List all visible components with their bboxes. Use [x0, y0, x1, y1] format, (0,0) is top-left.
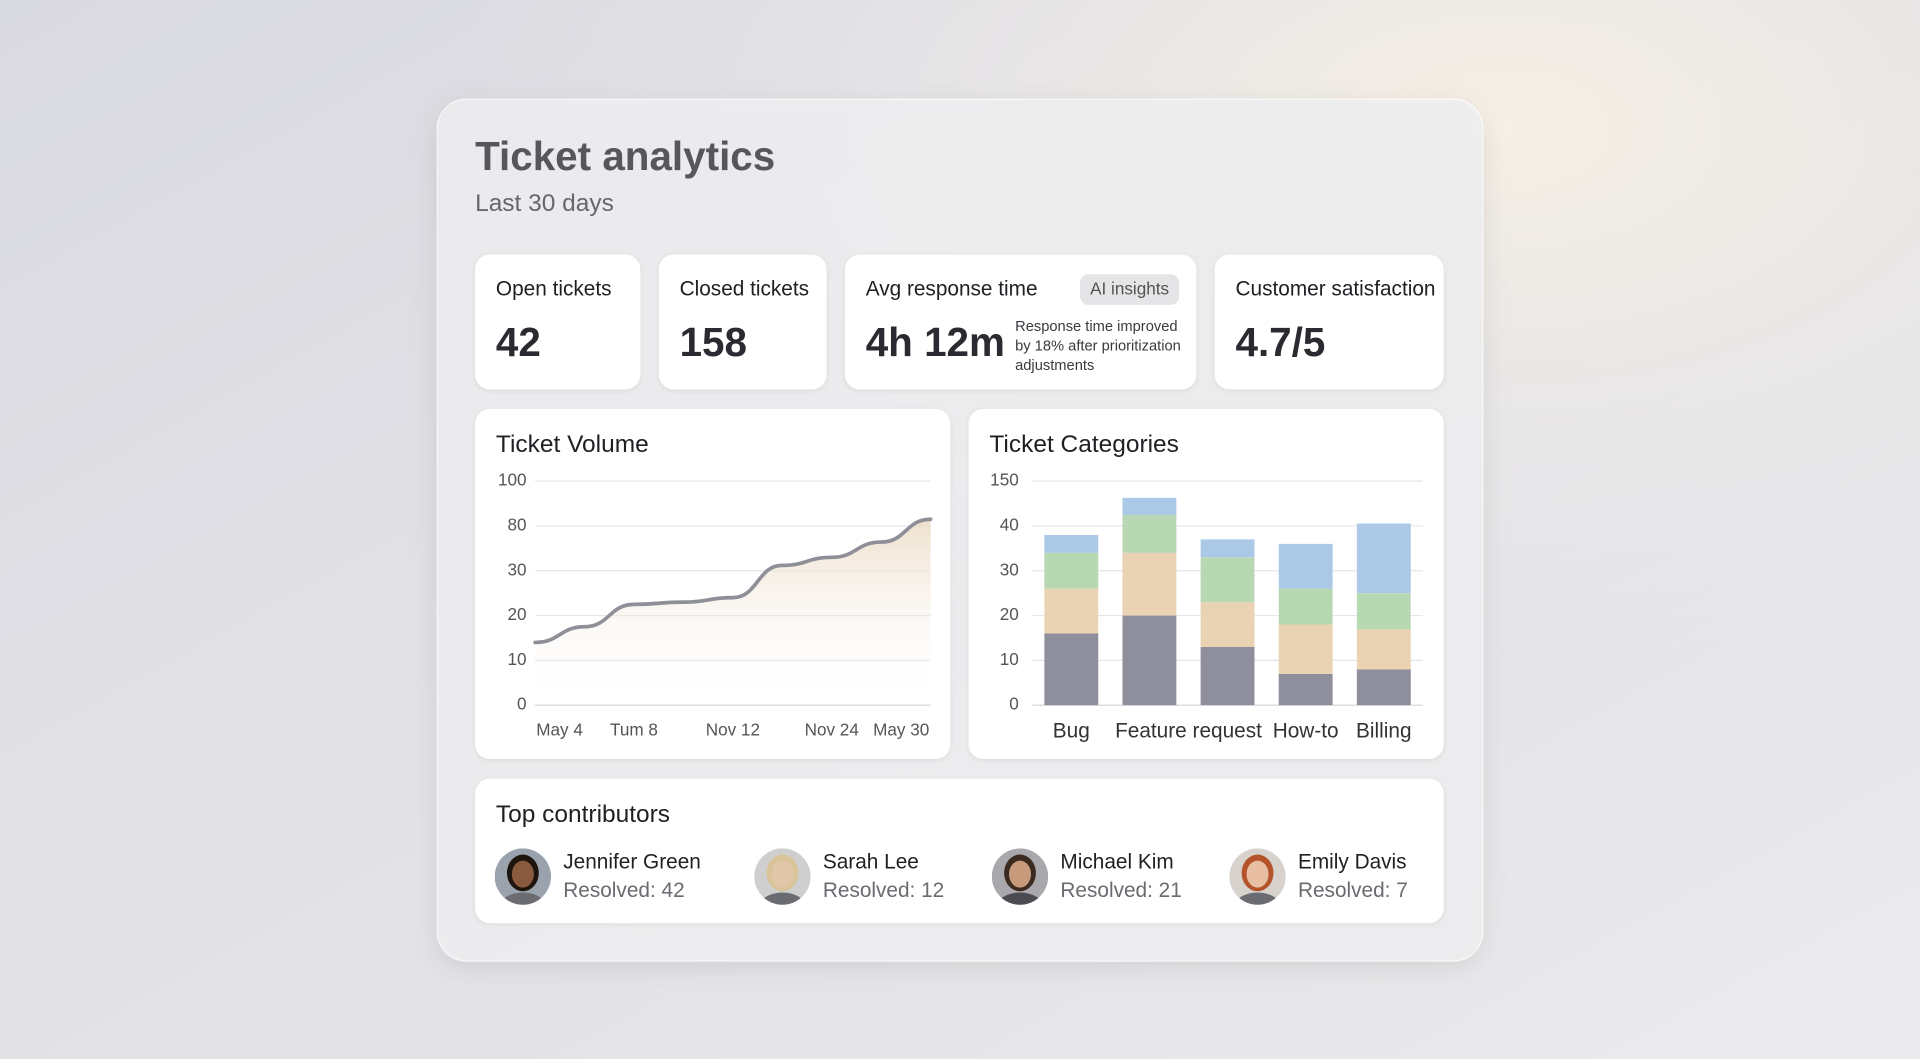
- bar-segment: [1356, 523, 1411, 594]
- bar-segment: [1122, 552, 1177, 616]
- y-tick-label: 20: [1000, 604, 1019, 624]
- bar-segment: [1200, 539, 1255, 558]
- stat-note: adjustments: [1015, 358, 1094, 374]
- bar-segment: [1356, 629, 1411, 670]
- stat-value: 42: [496, 319, 541, 365]
- y-tick-label: 150: [990, 470, 1019, 490]
- avatar-body: [499, 892, 547, 905]
- bar-segment: [1044, 534, 1099, 553]
- stat-value: 4.7/5: [1236, 319, 1326, 365]
- y-tick-label: 10: [507, 649, 526, 669]
- avatar-body: [996, 892, 1044, 905]
- y-tick-label: 30: [1000, 559, 1019, 579]
- x-tick-label: How-to: [1273, 720, 1339, 743]
- bar-segment: [1122, 514, 1177, 553]
- contributor-resolved: Resolved: 42: [563, 879, 684, 902]
- contributor-name: Emily Davis: [1298, 851, 1407, 874]
- y-tick-label: 0: [517, 694, 527, 714]
- line: [533, 517, 933, 645]
- avatar: [494, 848, 552, 905]
- x-tick-label: Nov 12: [706, 719, 760, 739]
- avatar: [754, 848, 811, 905]
- bar-segment: [1356, 593, 1411, 630]
- y-tick-label: 80: [507, 514, 526, 534]
- stat-note: by 18% after prioritization: [1015, 338, 1181, 354]
- title: Ticket analytics: [475, 133, 775, 179]
- stat-label: Open tickets: [496, 278, 612, 301]
- bar-segment: [1044, 588, 1099, 634]
- contributor-resolved: Resolved: 21: [1060, 879, 1181, 902]
- bar-segment: [1122, 615, 1177, 706]
- x-tick-label: May 30: [873, 719, 929, 739]
- bar-segment: [1044, 633, 1099, 706]
- avatar-face: [1246, 860, 1269, 888]
- contributor-name: Sarah Lee: [823, 851, 919, 874]
- stat-card: [658, 254, 827, 390]
- x-tick-label: Bug: [1053, 720, 1090, 743]
- avatar-face: [1008, 860, 1032, 888]
- stat-note: Response time improved: [1015, 319, 1177, 335]
- badge-label[interactable]: AI insights: [1090, 279, 1169, 299]
- avatar-body: [759, 892, 806, 905]
- stat-label: Avg response time: [866, 278, 1038, 301]
- bar-segment: [1200, 646, 1255, 706]
- x-tick-label: Nov 24: [805, 719, 860, 739]
- area-fill: [535, 519, 931, 706]
- contributors: Jennifer Green Resolved: 42 Sarah Lee Resol…: [494, 848, 1408, 905]
- section-title: Top contributors: [496, 801, 670, 828]
- chart-title: Ticket Volume: [496, 431, 649, 458]
- y-tick-label: 100: [498, 470, 527, 490]
- avatar-face: [771, 860, 794, 888]
- contributors-card: [475, 778, 1444, 924]
- bar-segment: [1278, 673, 1333, 706]
- subtitle: Last 30 days: [475, 190, 614, 217]
- stat-card: [475, 254, 641, 390]
- y-tick-label: 30: [507, 559, 526, 579]
- bar-segment: [1044, 552, 1099, 589]
- contributor-name: Michael Kim: [1060, 851, 1173, 874]
- y-tick-label: 10: [1000, 649, 1019, 669]
- bar-segment: [1356, 669, 1411, 706]
- bar-segment: [1278, 588, 1333, 625]
- y-tick-label: 20: [507, 604, 526, 624]
- stat-label: Customer satisfaction: [1236, 278, 1436, 301]
- y-tick-label: 40: [1000, 514, 1019, 534]
- avatar: [991, 848, 1049, 905]
- x-tick-label: Billing: [1356, 720, 1412, 743]
- bar-segment: [1278, 624, 1333, 674]
- stat-value: 4h 12m: [866, 319, 1005, 365]
- x-tick-label: Feature request: [1115, 720, 1262, 743]
- stat-value: 158: [680, 319, 747, 365]
- avatar: [1229, 848, 1286, 905]
- stat-label: Closed tickets: [680, 278, 809, 301]
- stat-card: [1214, 254, 1444, 390]
- contributor-resolved: Resolved: 12: [823, 879, 944, 902]
- chart-title: Ticket Categories: [989, 431, 1179, 458]
- avatar-body: [1234, 892, 1281, 905]
- bar-segment: [1200, 602, 1255, 647]
- bar-segment: [1200, 557, 1255, 603]
- bar-segment: [1278, 543, 1333, 589]
- x-tick-label: Tum 8: [610, 719, 658, 739]
- x-tick-label: May 4: [536, 719, 583, 739]
- y-tick-label: 0: [1009, 694, 1019, 714]
- contributor-resolved: Resolved: 7: [1298, 879, 1408, 902]
- bar-segment: [1122, 497, 1177, 515]
- badge[interactable]: [1080, 274, 1180, 305]
- avatar-face: [511, 860, 534, 888]
- contributor-name: Jennifer Green: [563, 851, 701, 874]
